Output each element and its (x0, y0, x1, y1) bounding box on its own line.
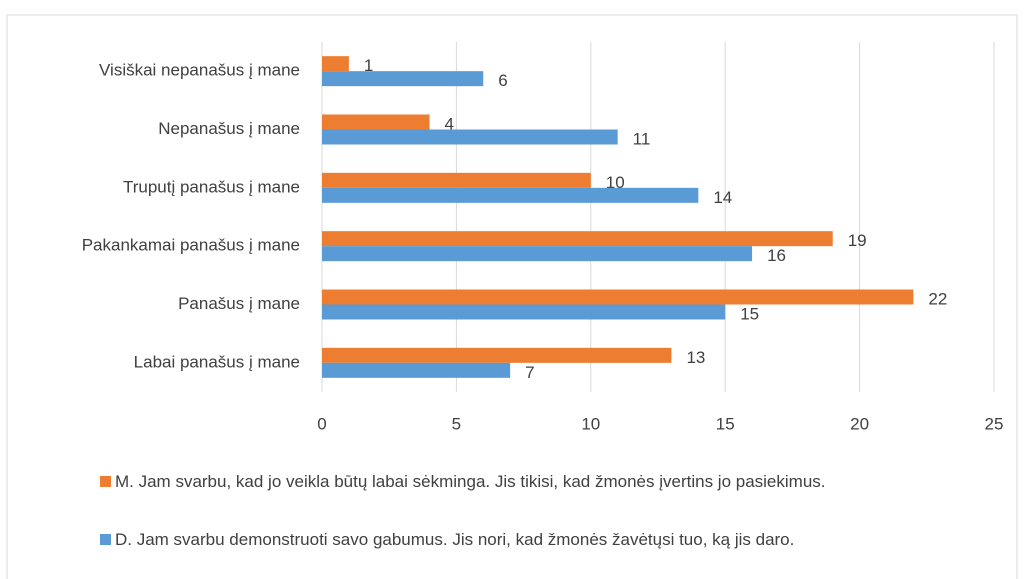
x-tick-label: 5 (452, 414, 461, 433)
legend-item: M. Jam svarbu, kad jo veikla būtų labai … (100, 469, 960, 495)
bar (322, 362, 511, 378)
bar (322, 246, 753, 262)
data-label: 19 (848, 231, 867, 250)
data-label: 13 (686, 348, 705, 367)
bar (322, 304, 726, 320)
data-label: 7 (525, 363, 534, 382)
x-tick-label: 25 (985, 414, 1004, 433)
data-label: 22 (928, 289, 947, 308)
y-tick-label: Nepanašus į mane (158, 119, 300, 138)
data-label: 15 (740, 304, 759, 323)
x-tick-label: 10 (581, 414, 600, 433)
y-tick-label: Visiškai nepanašus į mane (99, 61, 300, 80)
bar (322, 187, 699, 203)
data-label: 14 (713, 188, 732, 207)
bar (322, 347, 672, 363)
data-label: 1 (364, 56, 373, 75)
data-label: 6 (498, 71, 507, 90)
bar (322, 289, 914, 305)
bar (322, 231, 833, 247)
data-label: 10 (606, 173, 625, 192)
data-label: 16 (767, 246, 786, 265)
y-tick-label: Labai panašus į mane (134, 352, 300, 371)
data-label: 4 (445, 114, 454, 133)
bar (322, 71, 484, 87)
bar (322, 172, 591, 188)
x-tick-label: 0 (317, 414, 326, 433)
legend-swatch (100, 476, 111, 487)
x-tick-label: 15 (716, 414, 735, 433)
bar (322, 56, 349, 72)
y-tick-label: Panašus į mane (178, 294, 300, 313)
y-tick-label: Pakankamai panašus į mane (82, 236, 300, 255)
x-tick-label: 20 (850, 414, 869, 433)
bar (322, 129, 618, 145)
y-tick-label: Truputį panašus į mane (123, 177, 300, 196)
legend-item: D. Jam svarbu demonstruoti savo gabumus.… (100, 527, 960, 553)
legend-label: D. Jam svarbu demonstruoti savo gabumus.… (115, 530, 795, 549)
data-label: 11 (633, 129, 651, 148)
legend-swatch (100, 534, 111, 545)
bar (322, 114, 430, 130)
legend-label: M. Jam svarbu, kad jo veikla būtų labai … (115, 472, 826, 491)
chart-border (6, 14, 1018, 579)
